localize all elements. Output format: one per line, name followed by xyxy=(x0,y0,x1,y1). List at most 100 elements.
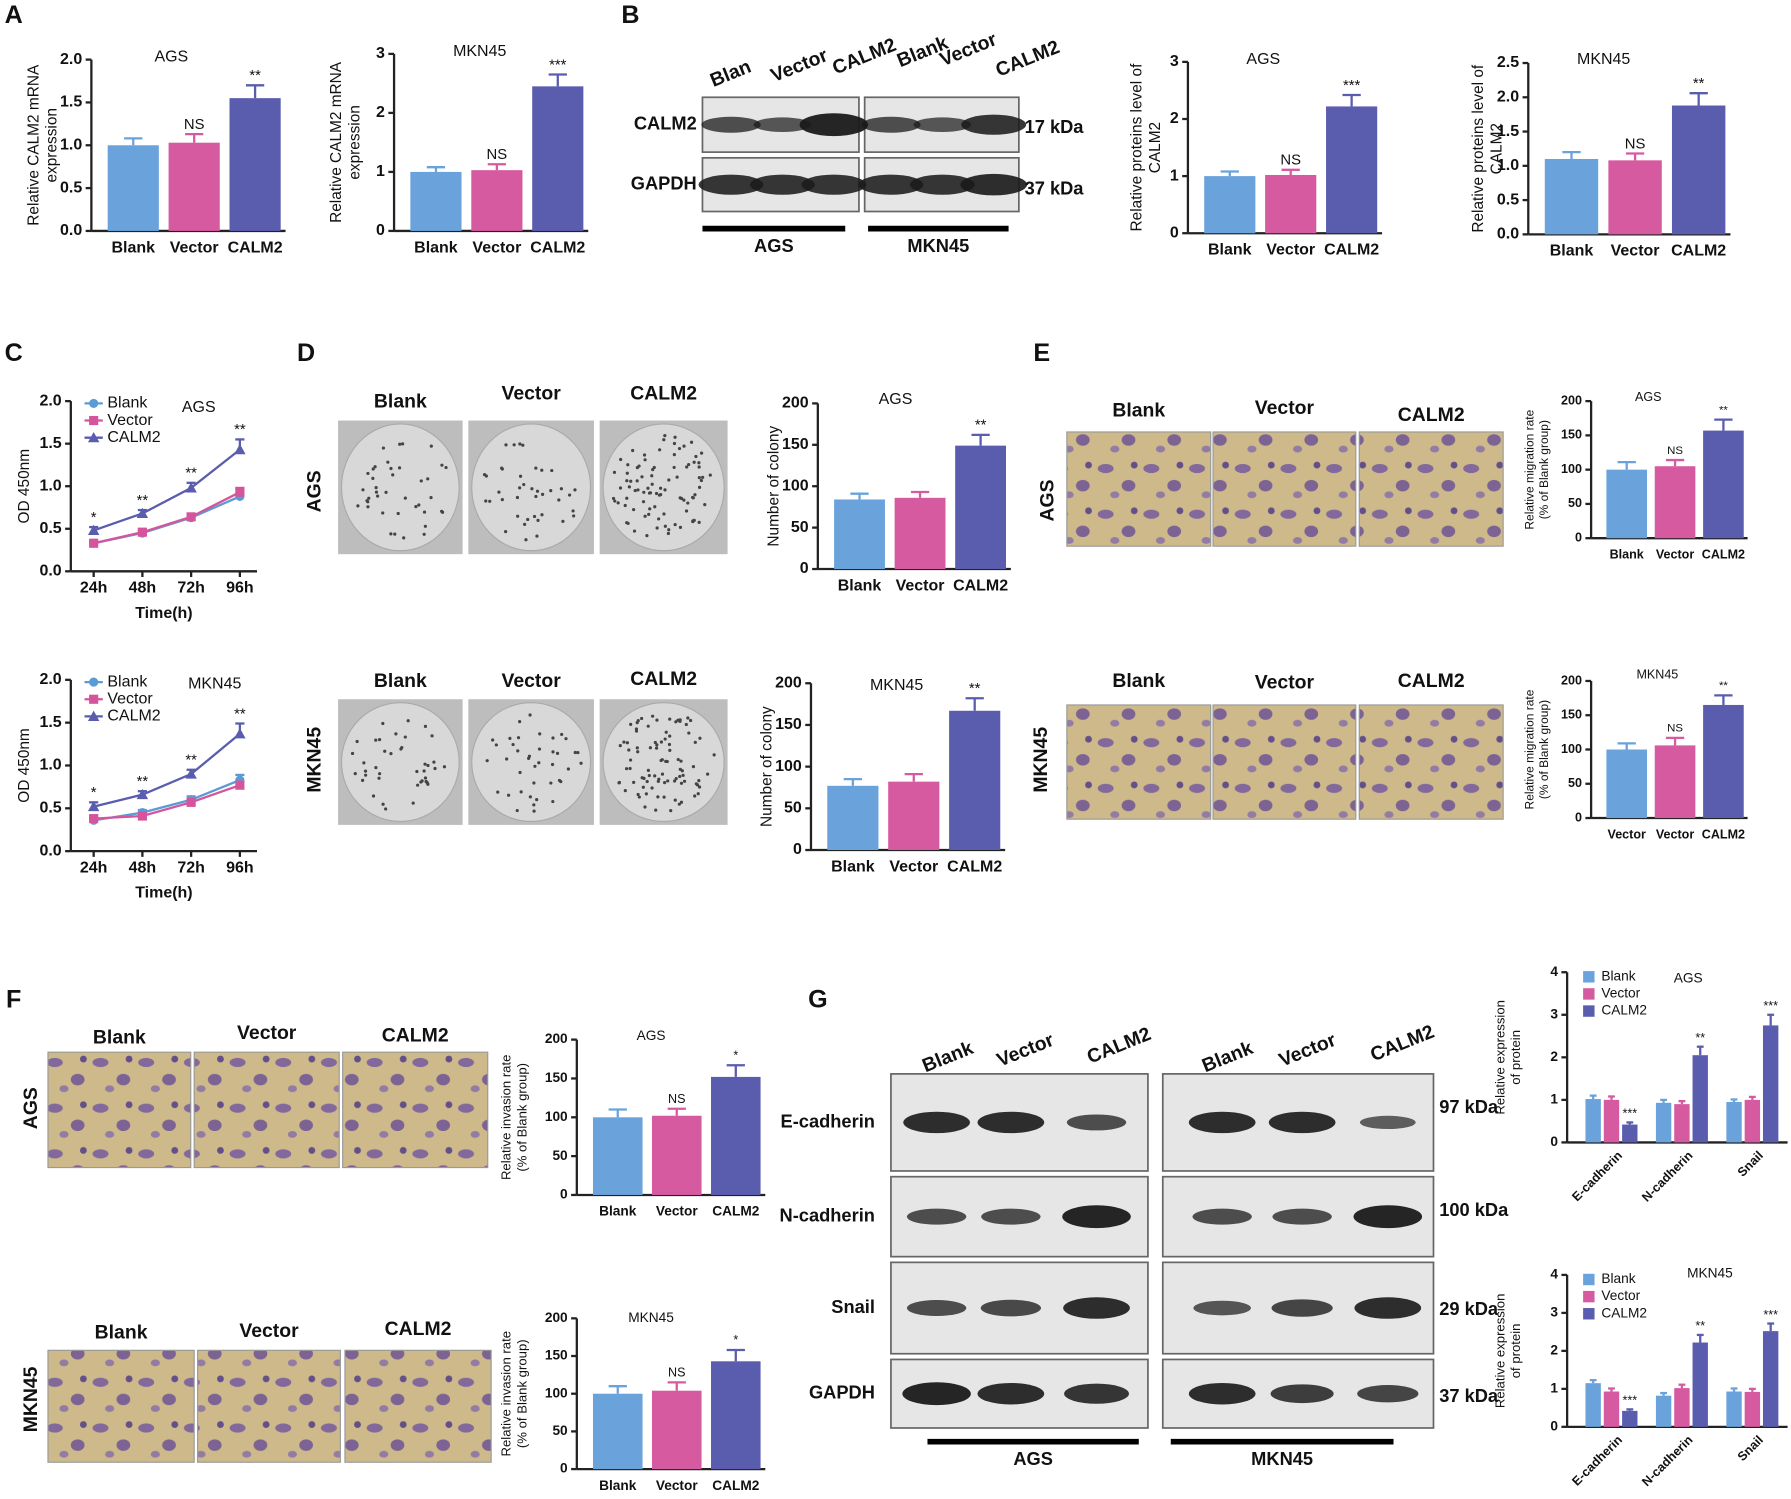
bar xyxy=(1703,704,1744,819)
colony xyxy=(666,779,670,783)
colony xyxy=(663,488,667,492)
y-tick-label: 100 xyxy=(545,1385,568,1400)
row-label: MKN45 xyxy=(303,727,325,793)
x-tick-label: E-cadherin xyxy=(1569,1148,1625,1204)
colony xyxy=(530,487,534,491)
colony xyxy=(381,446,386,450)
y-tick-label: 150 xyxy=(545,1070,568,1085)
colony xyxy=(625,479,629,483)
x-tick-label: Snail xyxy=(1735,1148,1766,1179)
x-tick-label: Vector xyxy=(1608,827,1646,841)
x-tick-label: CALM2 xyxy=(712,1204,760,1219)
annotation: NS xyxy=(184,117,205,133)
colony xyxy=(535,489,540,493)
colony xyxy=(366,505,370,509)
colony xyxy=(416,783,420,787)
column-label: Vector xyxy=(501,670,561,692)
bar xyxy=(1606,469,1648,539)
x-tick-label: Vector xyxy=(1611,243,1660,260)
colony xyxy=(642,490,646,494)
point xyxy=(234,443,246,455)
colony xyxy=(561,519,565,523)
colony xyxy=(689,718,693,723)
colony xyxy=(381,721,385,726)
bar xyxy=(1585,1383,1601,1427)
y-axis-label: Relative expression xyxy=(1492,1000,1507,1115)
colony xyxy=(618,744,622,748)
colony xyxy=(677,802,681,806)
point xyxy=(234,728,246,739)
colony xyxy=(650,786,654,790)
colony xyxy=(423,762,427,766)
colony xyxy=(432,760,436,764)
colony xyxy=(363,769,368,773)
annotation: ** xyxy=(234,422,246,438)
group-label: MKN45 xyxy=(907,235,969,256)
colony xyxy=(540,513,544,517)
colony xyxy=(659,740,664,744)
annotation: ** xyxy=(975,418,987,434)
annotation: ** xyxy=(1695,1319,1705,1333)
lane-label: Vector xyxy=(768,44,832,87)
colony xyxy=(686,501,690,505)
row-label: CALM2 xyxy=(634,113,697,134)
point xyxy=(185,482,197,493)
lane-label: Vector xyxy=(994,1029,1058,1072)
x-tick-label: Vector xyxy=(170,239,219,256)
colony xyxy=(665,759,669,764)
colony xyxy=(660,772,665,776)
bar xyxy=(1674,1104,1690,1143)
colony xyxy=(618,486,623,490)
colony xyxy=(643,458,647,462)
colony xyxy=(496,790,500,794)
legend-label: Vector xyxy=(1601,1288,1640,1303)
colony xyxy=(629,479,633,483)
blot-band xyxy=(1268,1111,1336,1134)
legend-swatch xyxy=(1583,1273,1595,1286)
bar xyxy=(1326,106,1378,234)
y-axis-label: Relative proteins level of xyxy=(1129,63,1146,232)
bar xyxy=(1655,1102,1672,1143)
y-axis-label: OD 450nm xyxy=(16,449,33,524)
colony xyxy=(350,751,355,756)
colony xyxy=(646,768,650,772)
colony xyxy=(411,801,415,805)
colony xyxy=(564,737,568,741)
y-tick-label: 3 xyxy=(1170,53,1179,70)
point xyxy=(137,811,147,821)
blot-band xyxy=(906,1300,967,1317)
y-tick-label: 0.0 xyxy=(39,563,61,580)
colony xyxy=(419,479,423,483)
x-tick-label: CALM2 xyxy=(1702,827,1745,841)
plate xyxy=(340,423,460,552)
colony xyxy=(414,504,418,509)
colony xyxy=(677,446,682,451)
y-tick-label: 150 xyxy=(545,1348,568,1363)
transwell-photo xyxy=(47,1349,195,1463)
size-label: 97 kDa xyxy=(1439,1096,1499,1117)
y-tick-label: 2.0 xyxy=(60,51,82,68)
legend-label: CALM2 xyxy=(107,708,160,725)
lane-label: Vector xyxy=(937,28,1001,71)
blot-band xyxy=(1193,1300,1251,1316)
transwell-photo xyxy=(1066,704,1212,820)
group-label: AGS xyxy=(754,235,794,256)
colony xyxy=(403,496,407,500)
colony xyxy=(616,501,620,505)
colony xyxy=(440,463,444,467)
blot-band xyxy=(749,174,815,195)
x-tick-label: CALM2 xyxy=(712,1478,760,1493)
colony xyxy=(668,717,672,721)
colony xyxy=(523,522,527,526)
colony xyxy=(626,521,630,525)
colony xyxy=(667,528,671,532)
colony xyxy=(422,769,426,773)
x-tick-label: 24h xyxy=(80,860,108,877)
colony xyxy=(417,503,421,507)
colony xyxy=(373,465,377,469)
blot-band xyxy=(858,174,924,195)
size-label: 100 kDa xyxy=(1439,1199,1509,1220)
y-tick-label: 100 xyxy=(1561,742,1582,756)
colony xyxy=(551,750,555,754)
bar xyxy=(1674,1388,1690,1427)
